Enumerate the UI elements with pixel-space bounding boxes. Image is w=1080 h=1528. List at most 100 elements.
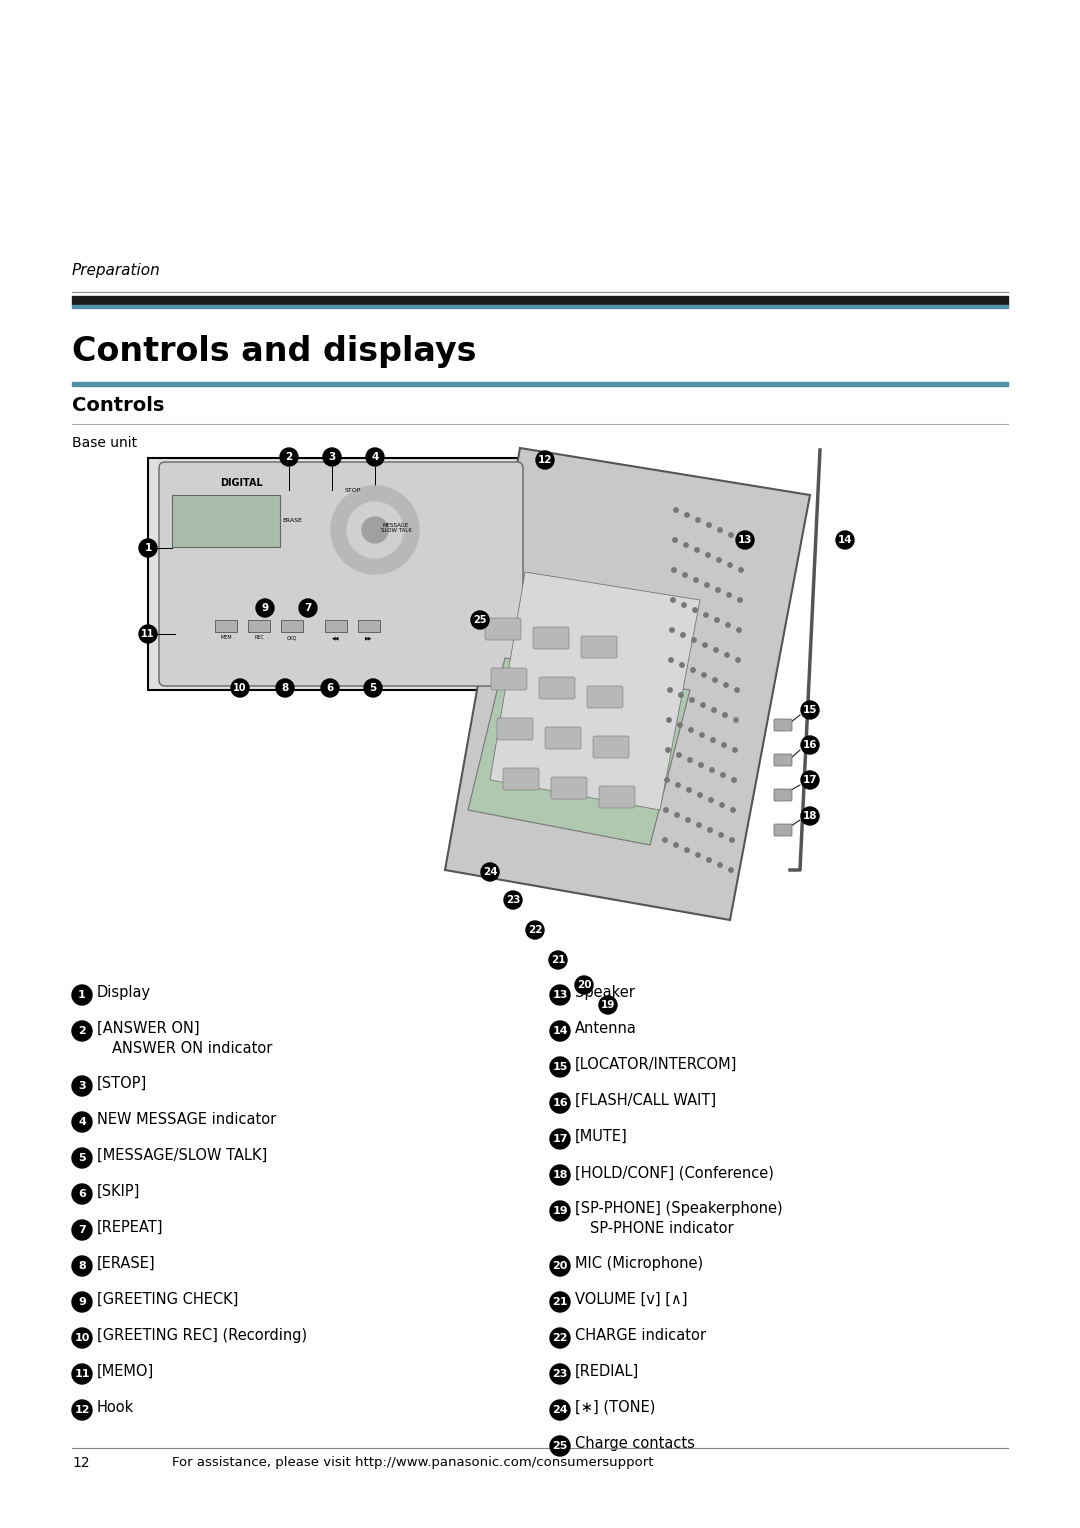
- Circle shape: [550, 986, 570, 1005]
- Circle shape: [666, 718, 671, 723]
- Circle shape: [681, 604, 686, 607]
- Circle shape: [667, 688, 672, 692]
- Circle shape: [686, 817, 690, 822]
- Circle shape: [504, 891, 522, 909]
- Circle shape: [725, 652, 729, 657]
- FancyBboxPatch shape: [491, 668, 527, 691]
- FancyBboxPatch shape: [497, 718, 534, 740]
- Text: [REPEAT]: [REPEAT]: [97, 1219, 163, 1235]
- Circle shape: [679, 663, 685, 668]
- Circle shape: [734, 688, 739, 692]
- FancyBboxPatch shape: [774, 720, 792, 730]
- Text: 7: 7: [78, 1225, 86, 1235]
- Text: 13: 13: [738, 535, 753, 545]
- Circle shape: [550, 1328, 570, 1348]
- Text: 3: 3: [78, 1080, 85, 1091]
- Text: [FLASH/CALL WAIT]: [FLASH/CALL WAIT]: [575, 1093, 716, 1108]
- Polygon shape: [490, 571, 700, 810]
- FancyBboxPatch shape: [539, 677, 575, 698]
- FancyBboxPatch shape: [551, 778, 588, 799]
- Text: 20: 20: [577, 979, 591, 990]
- Text: 23: 23: [552, 1369, 568, 1378]
- Text: ANSWER ON indicator: ANSWER ON indicator: [112, 1041, 272, 1056]
- Circle shape: [72, 1021, 92, 1041]
- Text: 21: 21: [551, 955, 565, 966]
- Circle shape: [717, 558, 721, 562]
- Text: 8: 8: [282, 683, 288, 694]
- Polygon shape: [445, 448, 810, 920]
- Circle shape: [801, 701, 819, 720]
- Circle shape: [550, 1129, 570, 1149]
- Text: 25: 25: [552, 1441, 568, 1452]
- Circle shape: [665, 747, 671, 752]
- Text: 6: 6: [78, 1189, 86, 1199]
- Circle shape: [481, 863, 499, 882]
- Text: [∗] (TONE): [∗] (TONE): [575, 1400, 656, 1415]
- Circle shape: [683, 573, 687, 578]
- Circle shape: [550, 1365, 570, 1384]
- Text: 18: 18: [802, 811, 818, 821]
- Text: 14: 14: [838, 535, 852, 545]
- Circle shape: [677, 753, 681, 758]
- Text: [SP-PHONE] (Speakerphone): [SP-PHONE] (Speakerphone): [575, 1201, 783, 1216]
- Circle shape: [231, 678, 249, 697]
- Text: 6: 6: [326, 683, 334, 694]
- Bar: [215, 620, 237, 633]
- Text: 1: 1: [145, 542, 151, 553]
- Text: NEW MESSAGE indicator: NEW MESSAGE indicator: [97, 1112, 276, 1128]
- Text: 10: 10: [233, 683, 246, 694]
- Circle shape: [347, 503, 403, 558]
- Text: 11: 11: [75, 1369, 90, 1378]
- Circle shape: [692, 637, 697, 642]
- FancyBboxPatch shape: [159, 461, 523, 686]
- Text: VOLUME [v] [∧]: VOLUME [v] [∧]: [575, 1293, 688, 1306]
- Circle shape: [675, 813, 679, 817]
- Circle shape: [687, 788, 691, 792]
- Circle shape: [256, 599, 274, 617]
- FancyBboxPatch shape: [599, 785, 635, 808]
- Text: 22: 22: [528, 924, 542, 935]
- Text: 8: 8: [78, 1261, 86, 1271]
- Circle shape: [729, 533, 733, 538]
- FancyBboxPatch shape: [581, 636, 617, 659]
- Text: ▶▶: ▶▶: [365, 636, 373, 640]
- Circle shape: [72, 1076, 92, 1096]
- Circle shape: [665, 778, 670, 782]
- Text: SP-PHONE indicator: SP-PHONE indicator: [590, 1221, 733, 1236]
- Text: [MEMO]: [MEMO]: [97, 1365, 154, 1378]
- Circle shape: [706, 553, 711, 558]
- Circle shape: [526, 921, 544, 940]
- Text: 19: 19: [600, 999, 616, 1010]
- Circle shape: [299, 599, 318, 617]
- Circle shape: [714, 648, 718, 652]
- Circle shape: [729, 868, 733, 872]
- Circle shape: [704, 613, 708, 617]
- Circle shape: [72, 1219, 92, 1241]
- Text: CHARGE indicator: CHARGE indicator: [575, 1328, 706, 1343]
- Text: 10: 10: [75, 1332, 90, 1343]
- Text: Preparation: Preparation: [72, 263, 161, 278]
- Circle shape: [706, 523, 712, 527]
- Circle shape: [691, 668, 696, 672]
- Text: 12: 12: [75, 1406, 90, 1415]
- FancyBboxPatch shape: [545, 727, 581, 749]
- Text: 19: 19: [552, 1206, 568, 1216]
- Circle shape: [550, 1256, 570, 1276]
- Text: 15: 15: [802, 704, 818, 715]
- Circle shape: [72, 1148, 92, 1167]
- Circle shape: [680, 633, 685, 637]
- Text: [GREETING REC] (Recording): [GREETING REC] (Recording): [97, 1328, 307, 1343]
- Circle shape: [684, 542, 688, 547]
- Text: 4: 4: [78, 1117, 86, 1128]
- Text: MESSAGE
SLOW TALK: MESSAGE SLOW TALK: [380, 523, 411, 533]
- Circle shape: [711, 738, 715, 743]
- Circle shape: [719, 802, 725, 807]
- FancyBboxPatch shape: [503, 769, 539, 790]
- Text: MEM: MEM: [220, 636, 232, 640]
- Circle shape: [676, 782, 680, 787]
- Text: Charge contacts: Charge contacts: [575, 1436, 694, 1452]
- Circle shape: [679, 692, 684, 697]
- Circle shape: [726, 623, 730, 626]
- Text: 17: 17: [552, 1134, 568, 1144]
- FancyBboxPatch shape: [593, 736, 629, 758]
